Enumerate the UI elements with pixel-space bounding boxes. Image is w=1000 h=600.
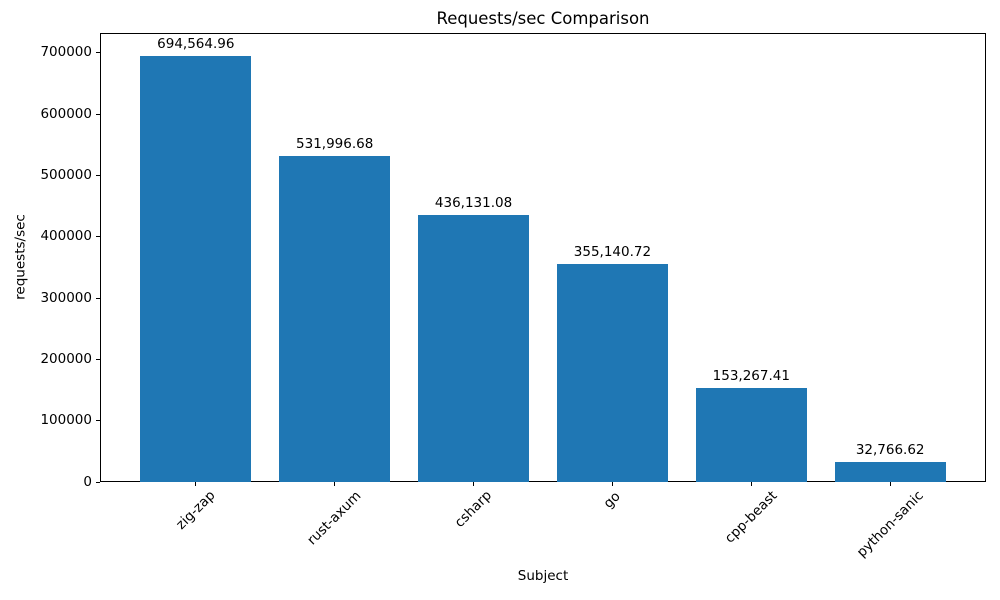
y-tick-mark: [95, 52, 100, 54]
bar-value-label: 531,996.68: [296, 135, 374, 152]
x-tick-mark: [889, 482, 891, 486]
y-tick-label: 700000: [40, 44, 92, 61]
chart-title: Requests/sec Comparison: [436, 9, 650, 28]
y-tick-label: 400000: [40, 228, 92, 245]
bar-cpp-beast: [695, 388, 807, 482]
x-tick-label: csharp: [451, 487, 496, 532]
x-tick-mark: [750, 482, 752, 486]
x-tick-label: go: [600, 488, 624, 512]
y-tick-label: 200000: [40, 350, 92, 367]
y-tick-label: 300000: [40, 289, 92, 306]
bar-value-label: 153,267.41: [712, 368, 790, 385]
x-axis-label: Subject: [517, 568, 569, 584]
y-tick-mark: [95, 358, 100, 360]
y-tick-mark: [95, 236, 100, 238]
x-tick-label: cpp-beast: [721, 488, 781, 547]
bar-value-label: 436,131.08: [434, 194, 513, 211]
x-tick-label: python-sanic: [853, 487, 927, 561]
y-axis-label: requests/sec: [12, 214, 29, 300]
y-tick-label: 600000: [40, 105, 92, 122]
bar-csharp: [418, 214, 530, 482]
y-tick-mark: [95, 420, 100, 422]
bar-value-label: 355,140.72: [573, 244, 652, 261]
x-tick-mark: [195, 482, 197, 486]
bar-zig-zap: [140, 56, 252, 482]
bar-python-sanic: [834, 461, 946, 482]
x-tick-mark: [473, 482, 475, 486]
y-tick-label: 100000: [40, 412, 92, 429]
bar-value-label: 32,766.62: [855, 441, 925, 458]
y-tick-label: 500000: [40, 167, 92, 183]
x-tick-label: rust-axum: [304, 487, 365, 549]
bar-value-label: 694,564.96: [157, 36, 235, 53]
bar-go: [556, 264, 668, 482]
x-tick-mark: [611, 482, 613, 486]
y-tick-label: 0: [83, 473, 92, 490]
y-tick-mark: [95, 175, 100, 176]
y-tick-mark: [95, 113, 100, 115]
x-tick-label: zig-zap: [172, 487, 219, 534]
bar-rust-axum: [279, 155, 391, 482]
y-tick-mark: [95, 297, 100, 299]
y-tick-mark: [95, 481, 100, 483]
x-tick-mark: [334, 482, 336, 486]
